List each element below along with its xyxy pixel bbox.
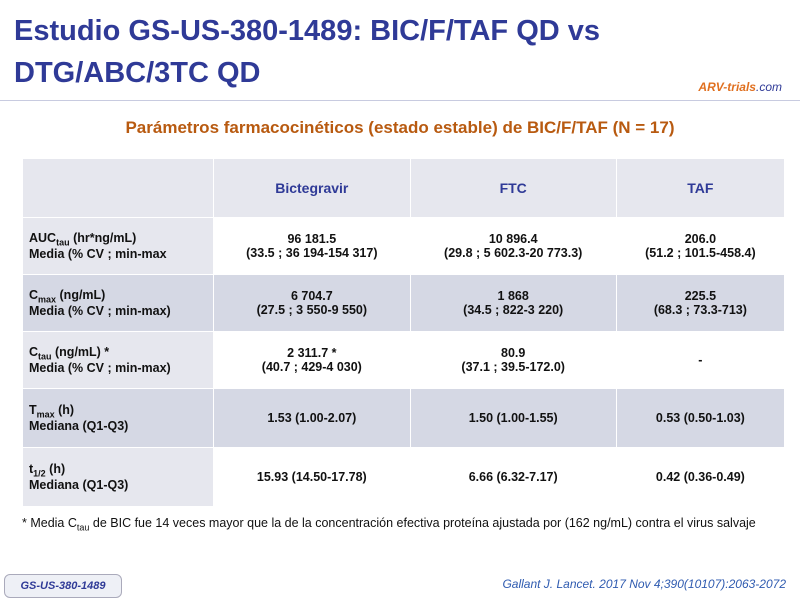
cell-text: 206.0 — [684, 232, 717, 246]
table-row: AUCtau (hr*ng/mL) Media (% CV ; min-max 96… — [22, 217, 786, 275]
slide-title: Estudio GS-US-380-1489: BIC/F/TAF QD vs … — [14, 15, 601, 89]
citation: Gallant J. Lancet. 2017 Nov 4;390(10107)… — [502, 577, 786, 591]
column-header: Bictegravir — [213, 158, 411, 218]
footnote-rest: de BIC fue 14 veces mayor que la de la c… — [89, 516, 756, 530]
label-main: AUC — [29, 230, 57, 245]
label-stat: Mediana (Q1-Q3) — [29, 478, 129, 493]
row-label: AUCtau (hr*ng/mL) Media (% CV ; min-max — [22, 217, 214, 275]
header-row: Bictegravir FTC TAF — [22, 158, 786, 218]
cell-text: (34.5 ; 822-3 220) — [463, 303, 564, 317]
value-cell: 96 181.5 (33.5 ; 36 194-154 317) — [213, 217, 411, 275]
value-cell: 6.66 (6.32-7.17) — [409, 447, 617, 507]
table-row: Tmax (h) Mediana (Q1-Q3) 1.53 (1.00-2.07) 1… — [22, 388, 786, 448]
value-cell: 206.0 (51.2 ; 101.5-458.4) — [615, 217, 786, 275]
value-cell: - — [615, 331, 786, 389]
divider — [0, 100, 800, 101]
cell-text: - — [698, 353, 703, 367]
cell-text: (68.3 ; 73.3-713) — [653, 303, 747, 317]
label-main: C — [29, 344, 39, 359]
row-label: t1/2 (h) Mediana (Q1-Q3) — [22, 447, 214, 507]
study-badge: GS-US-380-1489 — [4, 574, 122, 598]
label-sub: tau — [38, 351, 52, 362]
logo: ARV-trials.com — [698, 80, 782, 94]
row-label: Tmax (h) Mediana (Q1-Q3) — [22, 388, 214, 448]
value-cell: 10 896.4 (29.8 ; 5 602.3-20 773.3) — [409, 217, 617, 275]
row-label: Cmax (ng/mL) Media (% CV ; min-max) — [22, 274, 214, 332]
cell-text: 96 181.5 — [287, 232, 337, 246]
label-stat: Media (% CV ; min-max) — [29, 304, 171, 319]
cell-text: 0.42 (0.36-0.49) — [655, 470, 745, 484]
row-label: Ctau (ng/mL) * Media (% CV ; min-max) — [22, 331, 214, 389]
value-cell: 1.50 (1.00-1.55) — [409, 388, 617, 448]
table-row: t1/2 (h) Mediana (Q1-Q3) 15.93 (14.50-17.7… — [22, 447, 786, 507]
cell-text: 10 896.4 — [488, 232, 538, 246]
label-sub: tau — [56, 237, 70, 248]
value-cell: 15.93 (14.50-17.78) — [213, 447, 411, 507]
cell-text: 6 704.7 — [290, 289, 333, 303]
label-main: t — [29, 461, 34, 476]
footnote: * Media Ctau de BIC fue 14 veces mayor q… — [22, 514, 792, 537]
column-header: TAF — [615, 158, 786, 218]
cell-text: (37.1 ; 39.5-172.0) — [461, 360, 565, 374]
value-cell: 1.53 (1.00-2.07) — [213, 388, 411, 448]
footnote-text: * Media C — [22, 516, 77, 530]
logo-suffix: .com — [755, 80, 782, 94]
value-cell: 0.53 (0.50-1.03) — [615, 388, 786, 448]
logo-text: ARV-trials — [698, 80, 756, 94]
cell-text: (40.7 ; 429-4 030) — [261, 360, 362, 374]
label-unit: (hr*ng/mL) — [69, 230, 137, 245]
footnote-sub: tau — [76, 522, 90, 533]
column-header: FTC — [409, 158, 617, 218]
cell-text: 2 311.7 * — [287, 346, 337, 360]
value-cell: 80.9 (37.1 ; 39.5-172.0) — [409, 331, 617, 389]
cell-text: 80.9 — [501, 346, 526, 360]
cell-text: 1.53 (1.00-2.07) — [267, 411, 357, 425]
cell-text: 0.53 (0.50-1.03) — [655, 411, 745, 425]
subtitle: Parámetros farmacocinéticos (estado esta… — [125, 118, 675, 137]
label-unit: (ng/mL) — [56, 287, 106, 302]
cell-text: (29.8 ; 5 602.3-20 773.3) — [444, 246, 583, 260]
label-main: C — [29, 287, 39, 302]
cell-text: 1 868 — [497, 289, 529, 303]
cell-text: 1.50 (1.00-1.55) — [468, 411, 558, 425]
label-stat: Media (% CV ; min-max) — [29, 361, 171, 376]
value-cell: 225.5 (68.3 ; 73.3-713) — [615, 274, 786, 332]
label-stat: Mediana (Q1-Q3) — [29, 419, 129, 434]
label-unit: (ng/mL) * — [51, 344, 110, 359]
cell-text: (27.5 ; 3 550-9 550) — [256, 303, 368, 317]
label-sub: max — [36, 409, 55, 420]
table-row: Ctau (ng/mL) * Media (% CV ; min-max) 2 31… — [22, 331, 786, 389]
label-sub: 1/2 — [33, 468, 46, 479]
corner-cell — [22, 158, 214, 218]
table-row: Cmax (ng/mL) Media (% CV ; min-max) 6 704.… — [22, 274, 786, 332]
label-main: T — [29, 402, 37, 417]
cell-text: 6.66 (6.32-7.17) — [468, 470, 558, 484]
value-cell: 0.42 (0.36-0.49) — [615, 447, 786, 507]
label-unit: (h) — [45, 461, 66, 476]
cell-text: 225.5 — [684, 289, 717, 303]
value-cell: 2 311.7 * (40.7 ; 429-4 030) — [213, 331, 411, 389]
cell-text: (33.5 ; 36 194-154 317) — [246, 246, 378, 260]
cell-text: (51.2 ; 101.5-458.4) — [645, 246, 756, 260]
label-unit: (h) — [54, 402, 75, 417]
value-cell: 6 704.7 (27.5 ; 3 550-9 550) — [213, 274, 411, 332]
label-stat: Media (% CV ; min-max — [29, 247, 167, 262]
value-cell: 1 868 (34.5 ; 822-3 220) — [409, 274, 617, 332]
cell-text: 15.93 (14.50-17.78) — [256, 470, 367, 484]
label-sub: max — [38, 294, 57, 305]
pk-table: Bictegravir FTC TAF AUCtau (hr*ng/mL) Media … — [22, 158, 786, 507]
